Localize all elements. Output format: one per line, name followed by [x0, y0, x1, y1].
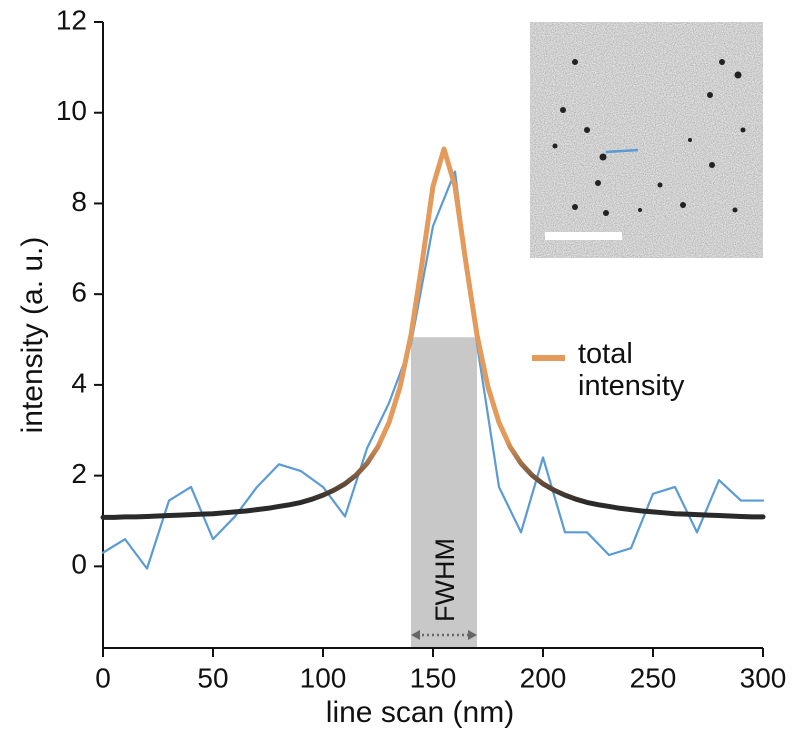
fwhm-label: FWHM — [430, 538, 460, 622]
x-tick-label: 200 — [520, 662, 567, 693]
y-tick-label: 6 — [71, 277, 87, 308]
y-tick-label: 10 — [56, 95, 87, 126]
y-tick-label: 8 — [71, 186, 87, 217]
x-tick-label: 300 — [740, 662, 787, 693]
x-tick-label: 250 — [630, 662, 677, 693]
series-line — [100, 146, 766, 520]
y-tick-label: 0 — [71, 549, 87, 580]
x-tick-label: 100 — [300, 662, 347, 693]
fwhm-band — [411, 337, 477, 648]
x-axis-label: line scan (nm) — [326, 696, 514, 729]
legend-label: total intensity — [578, 338, 685, 402]
y-tick-label: 4 — [71, 367, 87, 398]
x-tick-label: 50 — [197, 662, 228, 693]
y-axis-label: intensity (a. u.) — [16, 237, 49, 434]
inset-particles — [552, 59, 746, 216]
x-tick-label: 150 — [410, 662, 457, 693]
inset-image — [530, 22, 763, 258]
fwhm-arrowhead — [468, 630, 477, 640]
scan-line — [605, 148, 639, 154]
inset-noise — [530, 22, 763, 258]
y-tick-label: 12 — [56, 4, 87, 35]
fwhm-arrowhead — [411, 630, 420, 640]
x-tick-label: 0 — [95, 662, 111, 693]
y-tick-label: 2 — [71, 458, 87, 489]
scale-bar — [545, 232, 622, 240]
series-line — [101, 170, 765, 570]
